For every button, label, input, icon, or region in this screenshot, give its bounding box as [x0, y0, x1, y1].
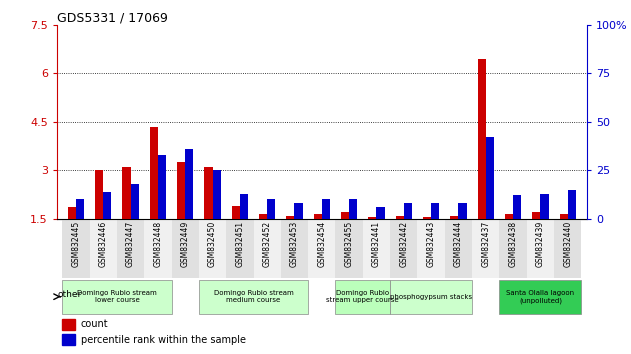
Bar: [560, 214, 568, 267]
Bar: [62, 335, 75, 346]
Bar: [451, 216, 458, 267]
Text: GSM832446: GSM832446: [98, 221, 108, 267]
Bar: [336, 219, 363, 278]
Bar: [472, 219, 499, 278]
Bar: [177, 162, 186, 267]
Text: other: other: [57, 290, 81, 299]
Bar: [554, 219, 581, 278]
Bar: [418, 219, 445, 278]
Text: Santa Olalla lagoon
(unpolluted): Santa Olalla lagoon (unpolluted): [506, 290, 574, 304]
Bar: [158, 155, 166, 267]
Bar: [204, 167, 213, 267]
Bar: [423, 217, 431, 267]
Text: GSM832439: GSM832439: [536, 221, 545, 267]
Bar: [431, 203, 439, 267]
Bar: [240, 194, 248, 267]
Text: phosphogypsum stacks: phosphogypsum stacks: [390, 294, 472, 300]
Bar: [336, 280, 390, 314]
Bar: [281, 219, 308, 278]
Bar: [68, 207, 76, 267]
Text: GSM832437: GSM832437: [481, 221, 490, 267]
Bar: [540, 194, 548, 267]
Bar: [377, 207, 385, 267]
Text: GSM832447: GSM832447: [126, 221, 135, 267]
Bar: [341, 212, 349, 267]
Bar: [76, 199, 84, 267]
Bar: [90, 219, 117, 278]
Bar: [445, 219, 472, 278]
Text: GSM832442: GSM832442: [399, 221, 408, 267]
Text: GSM832443: GSM832443: [427, 221, 435, 267]
Bar: [486, 137, 494, 267]
Text: GSM832438: GSM832438: [509, 221, 517, 267]
Bar: [226, 219, 254, 278]
Text: GSM832450: GSM832450: [208, 221, 217, 267]
Bar: [532, 212, 540, 267]
Text: GSM832449: GSM832449: [180, 221, 190, 267]
Bar: [505, 214, 513, 267]
Bar: [144, 219, 172, 278]
Text: GSM832445: GSM832445: [71, 221, 80, 267]
Bar: [150, 127, 158, 267]
Text: GSM832452: GSM832452: [262, 221, 272, 267]
Bar: [478, 59, 486, 267]
Bar: [295, 203, 303, 267]
Bar: [499, 219, 527, 278]
Text: GSM832451: GSM832451: [235, 221, 244, 267]
Bar: [499, 280, 581, 314]
Bar: [568, 190, 576, 267]
Bar: [254, 219, 281, 278]
Bar: [513, 195, 521, 267]
Bar: [172, 219, 199, 278]
Bar: [458, 203, 466, 267]
Text: percentile rank within the sample: percentile rank within the sample: [81, 335, 245, 345]
Text: GSM832448: GSM832448: [153, 221, 162, 267]
Bar: [117, 219, 144, 278]
Bar: [390, 219, 418, 278]
Text: GSM832455: GSM832455: [345, 221, 353, 267]
Text: GSM832454: GSM832454: [317, 221, 326, 267]
Text: GSM832441: GSM832441: [372, 221, 381, 267]
Text: GSM832444: GSM832444: [454, 221, 463, 267]
Bar: [122, 167, 131, 267]
Bar: [131, 184, 139, 267]
Bar: [199, 280, 308, 314]
Bar: [62, 280, 172, 314]
Bar: [62, 319, 75, 330]
Bar: [286, 216, 295, 267]
Bar: [103, 192, 112, 267]
Text: Domingo Rubio stream
lower course: Domingo Rubio stream lower course: [77, 290, 156, 303]
Bar: [259, 214, 267, 267]
Bar: [527, 219, 554, 278]
Text: count: count: [81, 319, 109, 330]
Bar: [186, 149, 193, 267]
Text: GSM832440: GSM832440: [563, 221, 572, 267]
Text: Domingo Rubio stream
medium course: Domingo Rubio stream medium course: [214, 290, 293, 303]
Bar: [213, 170, 221, 267]
Bar: [95, 170, 103, 267]
Bar: [390, 280, 472, 314]
Bar: [232, 206, 240, 267]
Bar: [396, 216, 404, 267]
Bar: [369, 217, 377, 267]
Bar: [308, 219, 336, 278]
Bar: [349, 199, 357, 267]
Text: GSM832453: GSM832453: [290, 221, 299, 267]
Bar: [404, 203, 412, 267]
Bar: [62, 219, 90, 278]
Bar: [322, 199, 330, 267]
Bar: [199, 219, 226, 278]
Bar: [363, 219, 390, 278]
Text: Domingo Rubio
stream upper course: Domingo Rubio stream upper course: [326, 290, 399, 303]
Text: GDS5331 / 17069: GDS5331 / 17069: [57, 12, 168, 25]
Bar: [267, 199, 275, 267]
Bar: [314, 214, 322, 267]
